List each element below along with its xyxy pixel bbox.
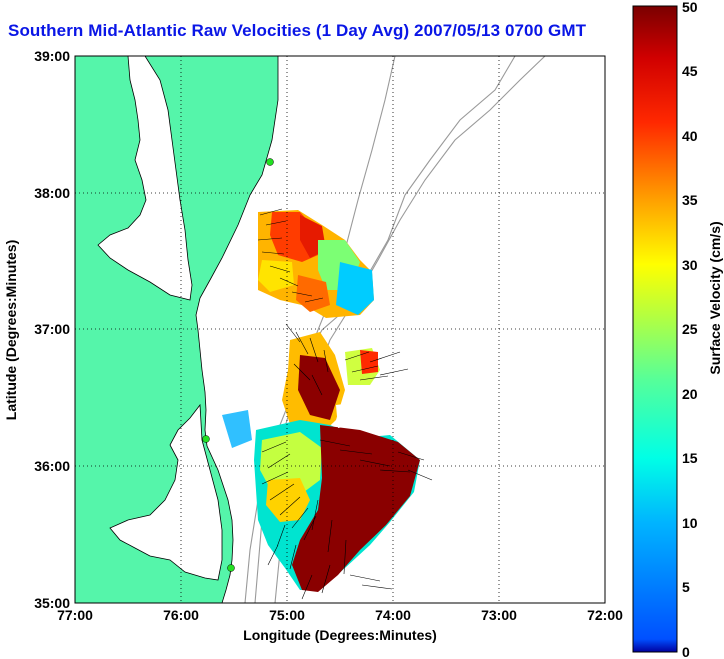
colorbar-tick: 10 (682, 515, 698, 531)
x-tick-label: 76:00 (163, 607, 199, 623)
y-tick-label: 39:00 (34, 48, 70, 64)
colorbar-label: Surface Velocity (cm/s) (707, 221, 723, 374)
colorbar-tick: 15 (682, 450, 698, 466)
colorbar-tick: 20 (682, 386, 698, 402)
chesapeake-bay (97, 56, 193, 301)
x-tick-label: 74:00 (375, 607, 411, 623)
velocity-arrows (257, 208, 433, 600)
station-markers (202, 158, 274, 572)
x-axis-label: Longitude (Degrees:Minutes) (243, 627, 437, 643)
colorbar-tick: 50 (682, 0, 698, 15)
colorbar-tick: 40 (682, 128, 698, 144)
y-tick-label: 35:00 (34, 595, 70, 611)
y-tick-label: 36:00 (34, 458, 70, 474)
colorbar-tick: 35 (682, 192, 698, 208)
colorbar-tick: 5 (682, 579, 690, 595)
map-title: Southern Mid-Atlantic Raw Velocities (1 … (8, 21, 587, 40)
plot-frame (74, 55, 606, 604)
colorbar-tick: 45 (682, 63, 698, 79)
colorbar-tick: 25 (682, 321, 698, 337)
x-tick-label: 72:00 (587, 607, 623, 623)
y-axis-label: Latitude (Degrees:Minutes) (3, 240, 19, 420)
x-tick-label: 73:00 (481, 607, 517, 623)
x-tick-label: 75:00 (269, 607, 305, 623)
sound-water (109, 403, 223, 581)
grid-lines (75, 56, 605, 603)
y-tick-label: 37:00 (34, 321, 70, 337)
colorbar (632, 5, 678, 653)
x-tick-label: 77:00 (57, 607, 93, 623)
y-tick-label: 38:00 (34, 185, 70, 201)
colorbar-tick: 30 (682, 257, 698, 273)
colorbar-tick: 0 (682, 644, 690, 659)
